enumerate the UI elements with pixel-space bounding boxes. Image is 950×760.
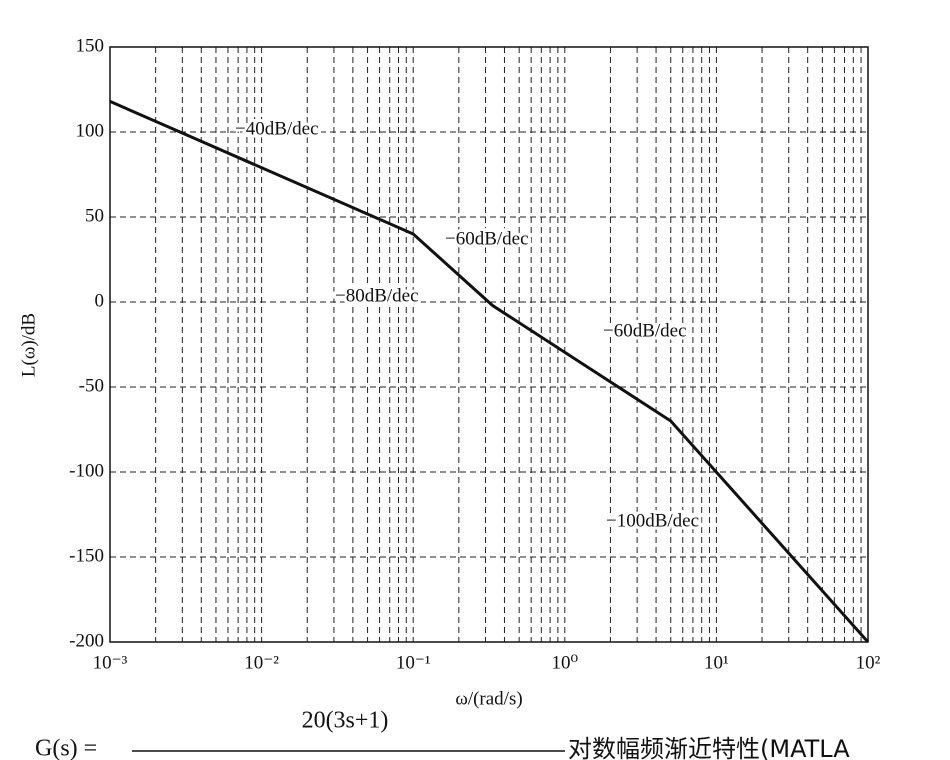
annotation: −80dB/dec (335, 285, 419, 306)
x-tick-label: 10⁻² (244, 652, 279, 673)
caption-text: 对数幅频渐近特性(MATLA (568, 735, 850, 760)
y-axis-label: L(ω)/dB (18, 313, 39, 377)
plot-frame (109, 46, 869, 643)
y-tick-label: 0 (95, 290, 105, 311)
y-tick-label: 50 (85, 205, 104, 226)
caption-lhs: G(s) = (35, 736, 97, 760)
annotation: −60dB/dec (445, 228, 529, 249)
line-series (109, 100, 870, 643)
annotation: −100dB/dec (606, 510, 699, 531)
annotation: −60dB/dec (603, 320, 687, 341)
annotation: −40dB/dec (235, 118, 319, 139)
x-tick-label: 10⁻³ (93, 652, 128, 673)
y-tick-label: -150 (69, 545, 104, 566)
y-tick-label: -100 (69, 460, 104, 481)
y-tick-label: -200 (69, 630, 104, 651)
x-tick-label: 10⁻¹ (396, 652, 431, 673)
y-tick-label: 100 (76, 120, 105, 141)
x-tick-label: 10⁰ (551, 652, 578, 673)
caption-numerator: 20(3s+1) (302, 708, 389, 734)
x-tick-label: 10² (856, 652, 881, 673)
x-tick-label: 10¹ (704, 652, 729, 673)
y-tick-label: -50 (79, 375, 104, 396)
x-axis-label: ω/(rad/s) (455, 688, 522, 709)
y-tick-label: 150 (76, 35, 105, 56)
